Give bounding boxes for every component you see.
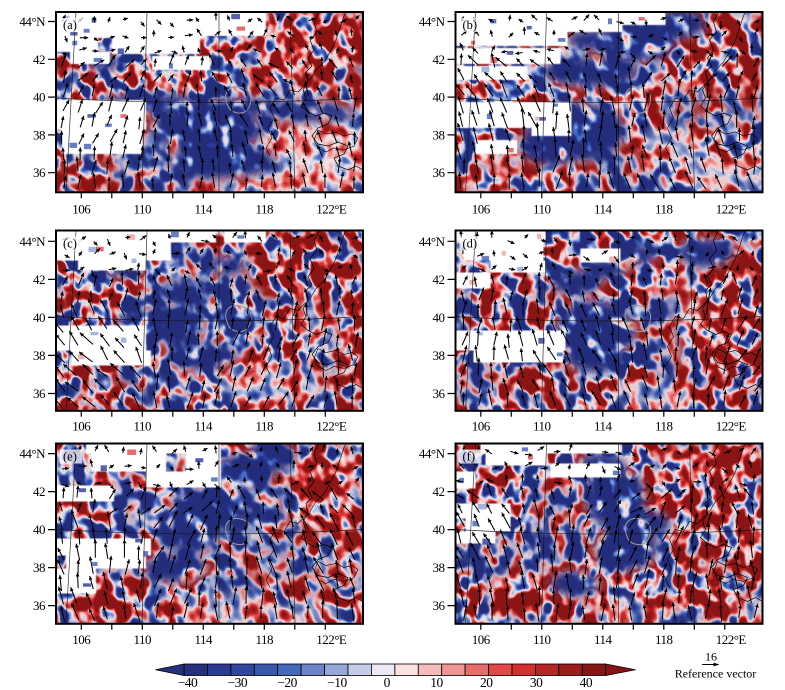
svg-text:38: 38 bbox=[433, 348, 445, 363]
svg-text:122°E: 122°E bbox=[716, 202, 747, 217]
svg-text:40: 40 bbox=[33, 522, 45, 537]
svg-text:122°E: 122°E bbox=[716, 419, 747, 434]
svg-text:122°E: 122°E bbox=[316, 419, 347, 434]
svg-text:44°N: 44°N bbox=[19, 234, 46, 249]
svg-text:38: 38 bbox=[433, 560, 445, 575]
svg-text:110: 110 bbox=[134, 202, 152, 217]
svg-text:106: 106 bbox=[472, 632, 491, 647]
svg-text:44°N: 44°N bbox=[19, 14, 46, 29]
svg-text:Reference vector: Reference vector bbox=[675, 667, 757, 681]
svg-text:106: 106 bbox=[72, 632, 91, 647]
svg-text:(a): (a) bbox=[63, 18, 77, 32]
svg-text:40: 40 bbox=[33, 90, 45, 105]
svg-text:118: 118 bbox=[256, 202, 274, 217]
svg-text:114: 114 bbox=[195, 202, 214, 217]
svg-text:122°E: 122°E bbox=[316, 202, 347, 217]
svg-text:114: 114 bbox=[195, 632, 214, 647]
svg-text:−40: −40 bbox=[178, 675, 198, 690]
svg-text:38: 38 bbox=[433, 127, 445, 142]
svg-text:36: 36 bbox=[33, 598, 46, 613]
svg-text:20: 20 bbox=[480, 675, 493, 690]
svg-text:40: 40 bbox=[580, 675, 593, 690]
svg-text:0: 0 bbox=[384, 675, 391, 690]
svg-text:42: 42 bbox=[33, 52, 45, 67]
svg-text:122°E: 122°E bbox=[316, 632, 347, 647]
svg-text:(d): (d) bbox=[463, 237, 478, 251]
svg-text:42: 42 bbox=[33, 272, 45, 287]
svg-text:42: 42 bbox=[433, 484, 445, 499]
svg-text:36: 36 bbox=[433, 165, 446, 180]
svg-text:36: 36 bbox=[433, 598, 446, 613]
svg-text:30: 30 bbox=[530, 675, 543, 690]
svg-text:106: 106 bbox=[72, 202, 91, 217]
svg-text:44°N: 44°N bbox=[19, 446, 46, 461]
svg-text:40: 40 bbox=[433, 310, 445, 325]
svg-text:16: 16 bbox=[705, 650, 717, 664]
svg-text:44°N: 44°N bbox=[419, 234, 446, 249]
svg-text:36: 36 bbox=[33, 165, 46, 180]
svg-text:−10: −10 bbox=[327, 675, 347, 690]
svg-text:118: 118 bbox=[655, 419, 673, 434]
svg-text:10: 10 bbox=[430, 675, 443, 690]
svg-text:118: 118 bbox=[256, 419, 274, 434]
svg-text:42: 42 bbox=[433, 52, 445, 67]
svg-text:36: 36 bbox=[33, 386, 46, 401]
svg-text:110: 110 bbox=[533, 419, 551, 434]
svg-text:40: 40 bbox=[33, 310, 45, 325]
svg-text:−30: −30 bbox=[227, 675, 247, 690]
svg-text:118: 118 bbox=[655, 632, 673, 647]
svg-text:114: 114 bbox=[594, 632, 613, 647]
svg-text:(c): (c) bbox=[63, 237, 77, 251]
svg-text:40: 40 bbox=[433, 90, 445, 105]
svg-text:118: 118 bbox=[655, 202, 673, 217]
svg-text:(b): (b) bbox=[463, 18, 478, 32]
svg-text:110: 110 bbox=[533, 202, 551, 217]
svg-text:114: 114 bbox=[594, 202, 613, 217]
svg-text:114: 114 bbox=[594, 419, 613, 434]
svg-text:(e): (e) bbox=[63, 450, 77, 464]
svg-text:110: 110 bbox=[134, 632, 152, 647]
svg-text:106: 106 bbox=[472, 419, 491, 434]
svg-text:110: 110 bbox=[134, 419, 152, 434]
svg-text:38: 38 bbox=[33, 348, 45, 363]
svg-text:−20: −20 bbox=[277, 675, 297, 690]
svg-text:44°N: 44°N bbox=[419, 14, 446, 29]
svg-text:40: 40 bbox=[433, 522, 445, 537]
svg-text:106: 106 bbox=[72, 419, 91, 434]
svg-text:110: 110 bbox=[533, 632, 551, 647]
svg-text:106: 106 bbox=[472, 202, 491, 217]
svg-text:42: 42 bbox=[433, 272, 445, 287]
svg-text:44°N: 44°N bbox=[419, 446, 446, 461]
svg-text:118: 118 bbox=[256, 632, 274, 647]
svg-text:38: 38 bbox=[33, 127, 45, 142]
svg-text:(f): (f) bbox=[463, 450, 476, 464]
svg-text:114: 114 bbox=[195, 419, 214, 434]
svg-text:38: 38 bbox=[33, 560, 45, 575]
svg-text:122°E: 122°E bbox=[716, 632, 747, 647]
svg-text:42: 42 bbox=[33, 484, 45, 499]
svg-text:36: 36 bbox=[433, 386, 446, 401]
